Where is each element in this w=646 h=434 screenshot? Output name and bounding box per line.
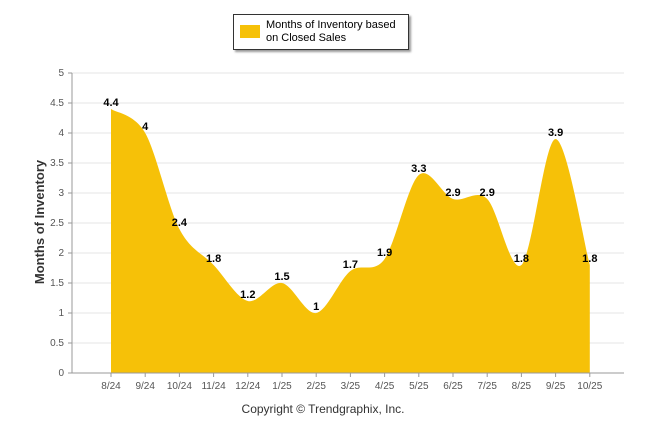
x-tick-label: 6/25 — [443, 381, 463, 392]
x-tick-label: 10/25 — [577, 381, 602, 392]
y-tick-label: 5 — [58, 68, 64, 79]
data-label: 1.5 — [274, 271, 289, 283]
y-tick-label: 4.5 — [50, 98, 64, 109]
legend-swatch — [240, 25, 260, 38]
data-label: 1.8 — [514, 253, 529, 265]
y-tick-label: 1 — [58, 308, 64, 319]
data-label: 1.8 — [582, 253, 597, 265]
x-tick-label: 9/25 — [546, 381, 566, 392]
data-label: 1 — [313, 301, 319, 313]
data-label: 2.9 — [480, 187, 495, 199]
y-tick-label: 2 — [58, 248, 64, 259]
data-label: 3.9 — [548, 127, 563, 139]
x-tick-label: 1/25 — [272, 381, 292, 392]
data-label: 4.4 — [103, 97, 119, 109]
axes: 0 0.5 1 1.5 2 2.5 3 3.5 4 4.5 5 8/24 9/24 10/24 11/24 1… — [50, 68, 624, 392]
data-label: 3.3 — [411, 163, 426, 175]
x-tick-label: 4/25 — [375, 381, 395, 392]
x-tick-label: 2/25 — [306, 381, 326, 392]
y-tick-label: 3 — [58, 188, 64, 199]
x-tick-label: 3/25 — [341, 381, 361, 392]
y-tick-label: 0.5 — [50, 338, 64, 349]
area-fill — [111, 109, 590, 373]
x-tick-label: 5/25 — [409, 381, 429, 392]
y-tick-label: 0 — [58, 368, 64, 379]
data-label: 1.2 — [240, 289, 255, 301]
legend-entry: Months of Inventory based on Closed Sale… — [266, 19, 396, 44]
x-tick-label: 7/25 — [477, 381, 497, 392]
data-labels: 4.4 4 2.4 1.8 1.2 1.5 1 1.7 1.9 3.3 2.9 2.9 1.8 3.9 1.… — [103, 97, 597, 313]
y-tick-label: 4 — [58, 128, 64, 139]
y-tick-label: 3.5 — [50, 158, 64, 169]
y-tick-label: 1.5 — [50, 278, 64, 289]
y-tick-label: 2.5 — [50, 218, 64, 229]
x-tick-label: 10/24 — [167, 381, 192, 392]
legend: Months of Inventory based on Closed Sale… — [233, 14, 409, 50]
data-label: 2.4 — [172, 217, 188, 229]
area-series — [111, 109, 590, 373]
x-tick-label: 9/24 — [135, 381, 155, 392]
data-label: 2.9 — [445, 187, 460, 199]
data-label: 1.7 — [343, 259, 358, 271]
x-tick-label: 8/25 — [512, 381, 532, 392]
data-label: 4 — [142, 121, 149, 133]
copyright-text: Copyright © Trendgraphix, Inc. — [241, 402, 405, 416]
x-tick-label: 12/24 — [235, 381, 260, 392]
y-axis-label: Months of Inventory — [32, 159, 47, 284]
x-tick-label: 8/24 — [101, 381, 121, 392]
data-label: 1.8 — [206, 253, 221, 265]
data-label: 1.9 — [377, 247, 392, 259]
x-tick-label: 11/24 — [201, 381, 226, 392]
